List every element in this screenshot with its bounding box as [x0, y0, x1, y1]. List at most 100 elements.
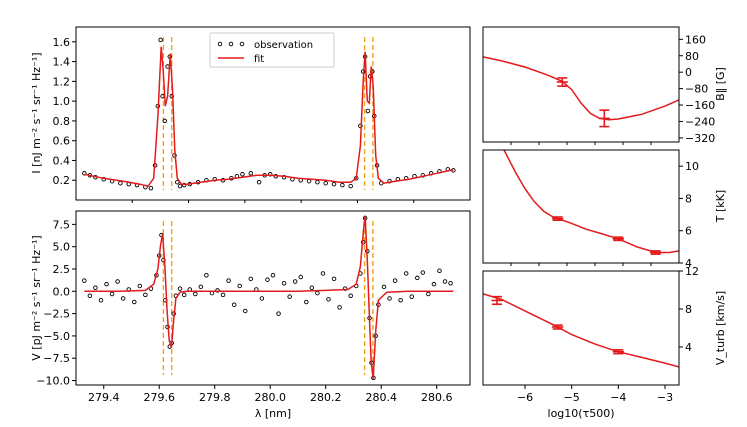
data-point — [409, 294, 414, 299]
data-point — [109, 291, 115, 297]
y-tick-label: −160 — [685, 99, 715, 112]
data-point — [337, 305, 342, 310]
data-point — [212, 176, 217, 182]
y-tick-label: 2.5 — [53, 263, 71, 276]
axes-frame — [482, 270, 680, 386]
data-point — [403, 271, 409, 276]
data-point — [365, 108, 371, 114]
x-tick-label: 279.6 — [143, 391, 175, 404]
y-tick-label: −240 — [685, 115, 715, 128]
panel-intensity: 0.2 0.4 0.6 0.8 1.0 1.2 1.4 1.6 I [nJ m⁻² s⁻¹ sr… — [30, 26, 471, 203]
data-point — [323, 180, 328, 186]
axes-frame — [75, 26, 471, 201]
y-axis-label: I [nJ m⁻² s⁻¹ sr⁻¹ Hz⁻¹] — [30, 52, 43, 173]
data-point — [342, 286, 348, 291]
data-point — [267, 172, 273, 177]
data-point — [259, 296, 265, 301]
data-point — [320, 271, 326, 276]
data-point — [162, 118, 168, 124]
data-point — [348, 183, 353, 189]
data-point — [256, 179, 262, 185]
data-point — [82, 278, 87, 283]
data-point — [265, 277, 270, 282]
data-point — [270, 272, 276, 278]
data-point — [398, 297, 403, 303]
data-point — [309, 285, 315, 290]
x-tick-label: −5 — [564, 391, 580, 404]
legend-marker — [239, 41, 245, 47]
data-point — [298, 274, 303, 280]
legend-label: observation — [254, 40, 313, 51]
y-tick-label: 12 — [685, 265, 699, 278]
y-tick-label: −2.5 — [43, 308, 70, 321]
data-point — [304, 299, 309, 305]
data-point — [120, 296, 126, 301]
data-point — [306, 178, 312, 184]
series-line — [483, 56, 679, 121]
plot-area — [82, 37, 456, 191]
y-tick-label: 160 — [685, 33, 706, 46]
data-point — [87, 293, 93, 299]
y-tick-label: −320 — [685, 132, 715, 145]
data-point — [348, 293, 353, 299]
axes-frame — [482, 149, 680, 264]
plot-area — [483, 56, 679, 128]
data-point — [237, 283, 242, 289]
data-point — [231, 302, 237, 307]
data-point — [276, 311, 281, 316]
series-line — [483, 293, 679, 368]
y-tick-label: 0.6 — [53, 135, 71, 148]
data-point — [118, 180, 123, 186]
axes-frame — [75, 210, 471, 386]
legend-label: fit — [254, 54, 264, 65]
y-tick-label: 1.2 — [53, 75, 71, 88]
y-tick-label: 0 — [685, 66, 692, 79]
data-point — [104, 281, 109, 287]
x-tick-label: −4 — [610, 391, 626, 404]
y-tick-label: 1.6 — [53, 36, 71, 49]
x-tick-label: −6 — [517, 391, 533, 404]
y-tick-label: 0.2 — [53, 174, 71, 187]
data-point — [220, 292, 226, 298]
y-tick-label: 8 — [685, 192, 692, 205]
data-point — [248, 276, 254, 282]
data-point — [387, 296, 392, 301]
y-tick-label: 10 — [685, 160, 699, 173]
series-line — [84, 46, 454, 188]
data-point — [315, 179, 320, 185]
y-axis-label: V_turb [km/s] — [714, 291, 727, 365]
y-tick-label: 80 — [685, 50, 699, 63]
y-tick-label: 5.0 — [53, 241, 71, 254]
data-point — [358, 123, 363, 129]
x-tick-label: 279.8 — [199, 391, 231, 404]
data-point — [381, 284, 387, 290]
data-point — [137, 283, 143, 289]
data-point — [148, 185, 154, 191]
y-tick-label: 1.4 — [53, 56, 71, 69]
legend-marker — [228, 41, 234, 47]
x-tick-label: 280.6 — [421, 391, 453, 404]
y-axis-label: V [pJ m⁻² s⁻¹ sr⁻¹ Hz⁻¹] — [30, 235, 43, 360]
data-point — [431, 281, 437, 287]
y-tick-label: −80 — [685, 83, 708, 96]
data-point — [132, 299, 137, 305]
data-point — [240, 172, 245, 177]
data-point — [292, 279, 298, 284]
data-point — [331, 276, 337, 282]
x-tick-label: 280.0 — [254, 391, 286, 404]
data-point — [181, 182, 187, 188]
y-tick-label: 4 — [685, 257, 692, 270]
y-tick-label: 8 — [685, 303, 692, 316]
legend-marker — [217, 41, 223, 47]
data-point — [420, 270, 426, 275]
y-tick-label: 0.4 — [53, 154, 71, 167]
y-tick-label: 1.0 — [53, 95, 71, 108]
data-point — [181, 292, 187, 298]
data-point — [448, 281, 453, 286]
x-tick-label: 280.4 — [365, 391, 397, 404]
y-axis-label: B‖ [G] — [714, 67, 727, 101]
data-point — [426, 291, 431, 297]
y-tick-label: 0.8 — [53, 115, 71, 128]
y-tick-label: −7.5 — [43, 352, 70, 365]
